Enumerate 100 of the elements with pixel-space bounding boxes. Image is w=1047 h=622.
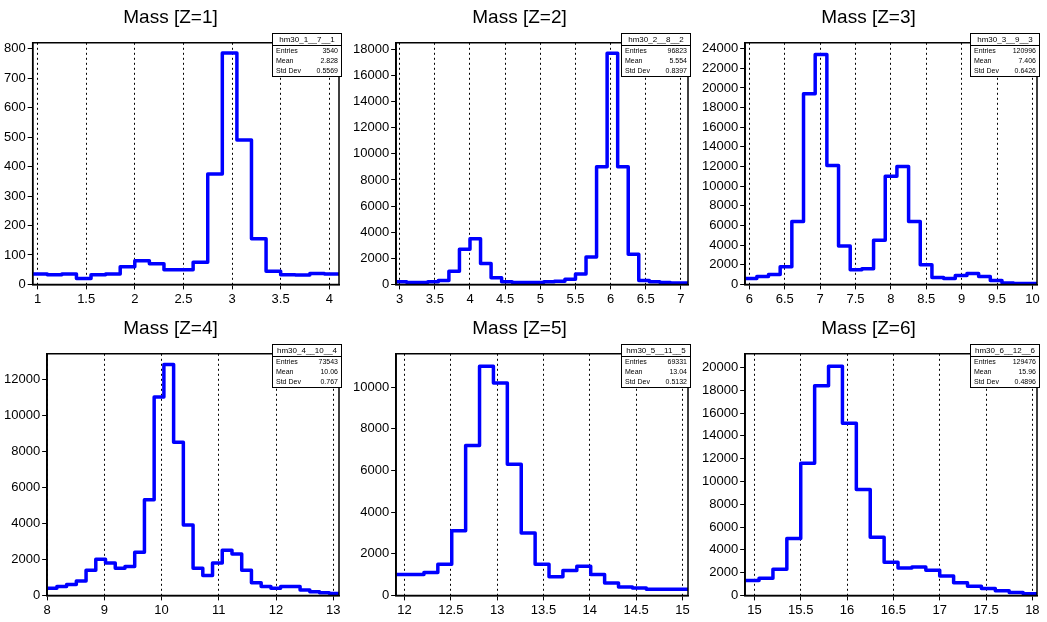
x-tick-label: 6.5 bbox=[775, 290, 794, 306]
y-tick-label: 16000 bbox=[352, 67, 390, 83]
y-tick-label: 800 bbox=[3, 40, 26, 56]
x-tick-label: 18 bbox=[1025, 601, 1040, 617]
x-tick-label: 1 bbox=[33, 290, 42, 306]
x-tick-label: 6 bbox=[607, 290, 615, 306]
x-tick-label: 4 bbox=[325, 290, 333, 306]
y-tick-label: 20000 bbox=[701, 79, 739, 95]
y-tick-label: 14000 bbox=[352, 93, 390, 109]
y-tick-label: 10000 bbox=[701, 473, 739, 489]
y-tick-label: 8000 bbox=[11, 442, 41, 458]
y-tick-label: 10000 bbox=[3, 406, 41, 422]
x-tick-label: 5 bbox=[536, 290, 544, 306]
y-tick-label: 8000 bbox=[709, 197, 739, 213]
x-tick-label: 7.5 bbox=[846, 290, 865, 306]
annotation: hm30_2__8__2 bbox=[622, 33, 690, 46]
x-tick-label: 1.5 bbox=[77, 290, 96, 306]
x-tick-label: 15 bbox=[747, 601, 762, 617]
y-tick-label: 2000 bbox=[709, 564, 739, 580]
y-tick-label: 16000 bbox=[701, 118, 739, 134]
y-tick-label: 500 bbox=[3, 128, 26, 144]
y-tick-label: 12000 bbox=[701, 450, 739, 466]
y-tick-label: 8000 bbox=[360, 420, 390, 436]
y-tick-label: 10000 bbox=[701, 177, 739, 193]
x-tick-label: 12 bbox=[397, 601, 412, 617]
y-tick-label: 300 bbox=[3, 187, 26, 203]
y-tick-label: 400 bbox=[3, 158, 26, 174]
y-tick-label: 6000 bbox=[360, 197, 390, 213]
x-tick-label: 8 bbox=[887, 290, 895, 306]
y-tick-label: 24000 bbox=[701, 40, 739, 56]
y-tick-label: 16000 bbox=[701, 404, 739, 420]
y-tick-label: 12000 bbox=[3, 370, 41, 386]
y-tick-label: 2000 bbox=[709, 256, 739, 272]
y-tick-label: 18000 bbox=[701, 99, 739, 115]
annotation: hm30_1__7__1 bbox=[273, 33, 341, 46]
y-tick-label: 4000 bbox=[360, 223, 390, 239]
x-tick-label: 2.5 bbox=[174, 290, 193, 306]
y-tick-label: 4000 bbox=[709, 236, 739, 252]
annotation: hm30_4__10__4 bbox=[273, 344, 341, 357]
x-tick-label: 15 bbox=[675, 601, 690, 617]
y-tick-label: 100 bbox=[3, 246, 26, 262]
chart-title: Mass [Z=5] bbox=[472, 316, 567, 338]
annotation: hm30_3__9__3 bbox=[971, 33, 1039, 46]
x-tick-label: 11 bbox=[212, 601, 226, 617]
y-tick-label: 6000 bbox=[709, 217, 739, 233]
y-tick-label: 18000 bbox=[352, 40, 390, 56]
x-tick-label: 4 bbox=[466, 290, 474, 306]
y-tick-label: 2000 bbox=[11, 550, 41, 566]
x-tick-label: 3 bbox=[228, 290, 236, 306]
y-tick-label: 14000 bbox=[701, 138, 739, 154]
x-tick-label: 13.5 bbox=[530, 601, 557, 617]
y-tick-label: 700 bbox=[3, 69, 26, 85]
y-tick-label: 20000 bbox=[701, 359, 739, 375]
y-tick-label: 0 bbox=[18, 275, 26, 291]
x-tick-label: 17.5 bbox=[973, 601, 999, 617]
x-tick-label: 16 bbox=[839, 601, 855, 617]
x-tick-label: 14.5 bbox=[623, 601, 649, 617]
x-tick-label: 15.5 bbox=[788, 601, 814, 617]
x-tick-label: 8.5 bbox=[917, 290, 936, 306]
y-tick-label: 4000 bbox=[709, 541, 739, 557]
y-tick-label: 4000 bbox=[360, 503, 390, 519]
x-tick-label: 2 bbox=[131, 290, 139, 306]
y-tick-label: 6000 bbox=[11, 478, 41, 494]
x-tick-label: 8 bbox=[43, 601, 51, 617]
chart-title: Mass [Z=6] bbox=[821, 316, 916, 338]
x-tick-label: 16.5 bbox=[880, 601, 907, 617]
x-tick-label: 14 bbox=[582, 601, 598, 617]
x-tick-label: 12 bbox=[268, 601, 284, 617]
y-tick-label: 22000 bbox=[701, 59, 739, 75]
x-tick-label: 4.5 bbox=[496, 290, 515, 306]
y-tick-label: 200 bbox=[3, 217, 26, 233]
x-tick-label: 9 bbox=[958, 290, 966, 306]
y-tick-label: 0 bbox=[730, 586, 739, 602]
x-tick-label: 6.5 bbox=[636, 290, 655, 306]
annotation: hm30_6__12__6 bbox=[971, 344, 1039, 357]
x-tick-label: 3.5 bbox=[425, 290, 444, 306]
y-tick-label: 0 bbox=[381, 275, 390, 291]
y-tick-label: 6000 bbox=[360, 462, 390, 478]
x-tick-label: 3.5 bbox=[271, 290, 290, 306]
x-tick-label: 10 bbox=[154, 601, 169, 617]
y-tick-label: 0 bbox=[730, 275, 739, 291]
chart-title: Mass [Z=4] bbox=[123, 316, 218, 338]
chart-title: Mass [Z=1] bbox=[123, 5, 218, 27]
x-tick-label: 3 bbox=[396, 290, 404, 306]
x-tick-label: 7 bbox=[677, 290, 685, 306]
y-tick-label: 8000 bbox=[360, 171, 390, 187]
y-tick-label: 600 bbox=[3, 99, 26, 115]
x-tick-label: 9 bbox=[100, 601, 108, 617]
y-tick-label: 2000 bbox=[360, 249, 390, 265]
y-tick-label: 18000 bbox=[701, 381, 739, 397]
y-tick-label: 6000 bbox=[709, 518, 739, 534]
y-tick-label: 12000 bbox=[701, 158, 739, 174]
y-tick-label: 12000 bbox=[352, 119, 390, 135]
y-tick-label: 14000 bbox=[701, 427, 739, 443]
x-tick-label: 7 bbox=[816, 290, 824, 306]
x-tick-label: 10 bbox=[1025, 290, 1040, 306]
x-tick-label: 17 bbox=[932, 601, 947, 617]
y-tick-label: 10000 bbox=[352, 145, 390, 161]
y-tick-label: 8000 bbox=[709, 495, 739, 511]
chart-title: Mass [Z=3] bbox=[821, 5, 916, 27]
